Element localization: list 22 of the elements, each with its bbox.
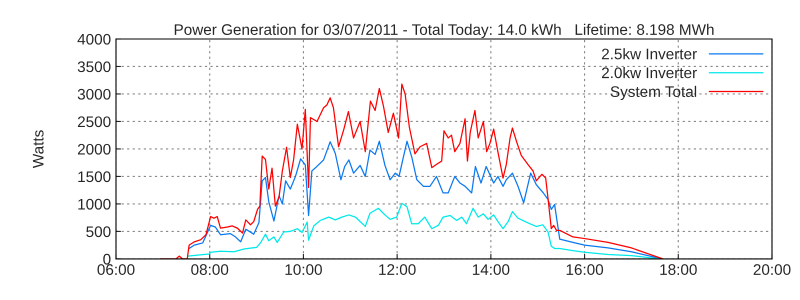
- y-tick-label: 0: [103, 254, 111, 265]
- x-tick-label: 10:00: [285, 264, 322, 275]
- y-tick-label: 1000: [78, 198, 111, 210]
- chart-title: Power Generation for 03/07/2011 - Total Today: 14.0 kWh Lifetime: 8.198 MWh: [174, 24, 714, 38]
- y-tick-label: 2000: [78, 144, 111, 155]
- x-tick-label: 08:00: [191, 264, 228, 275]
- x-tick-label: 14:00: [472, 264, 510, 275]
- legend-label: System Total: [610, 86, 696, 100]
- y-tick-label: 3000: [78, 88, 111, 100]
- y-tick-label: 4000: [78, 34, 111, 45]
- legend-label: 2.5kw Inverter: [602, 48, 697, 60]
- y-tick-label: 500: [86, 226, 111, 238]
- y-tick-label: 1500: [78, 171, 111, 182]
- y-tick-label: 2500: [78, 116, 111, 128]
- y-axis-title: Watts: [32, 130, 44, 168]
- legend-label: 2.0kw Inverter: [602, 66, 697, 78]
- y-tick-label: 3500: [78, 61, 111, 72]
- x-tick-label: 18:00: [660, 264, 697, 275]
- x-tick-label: 20:00: [754, 264, 791, 275]
- x-tick-label: 06:00: [97, 264, 135, 275]
- x-tick-label: 12:00: [379, 264, 416, 275]
- x-tick-label: 16:00: [566, 264, 604, 275]
